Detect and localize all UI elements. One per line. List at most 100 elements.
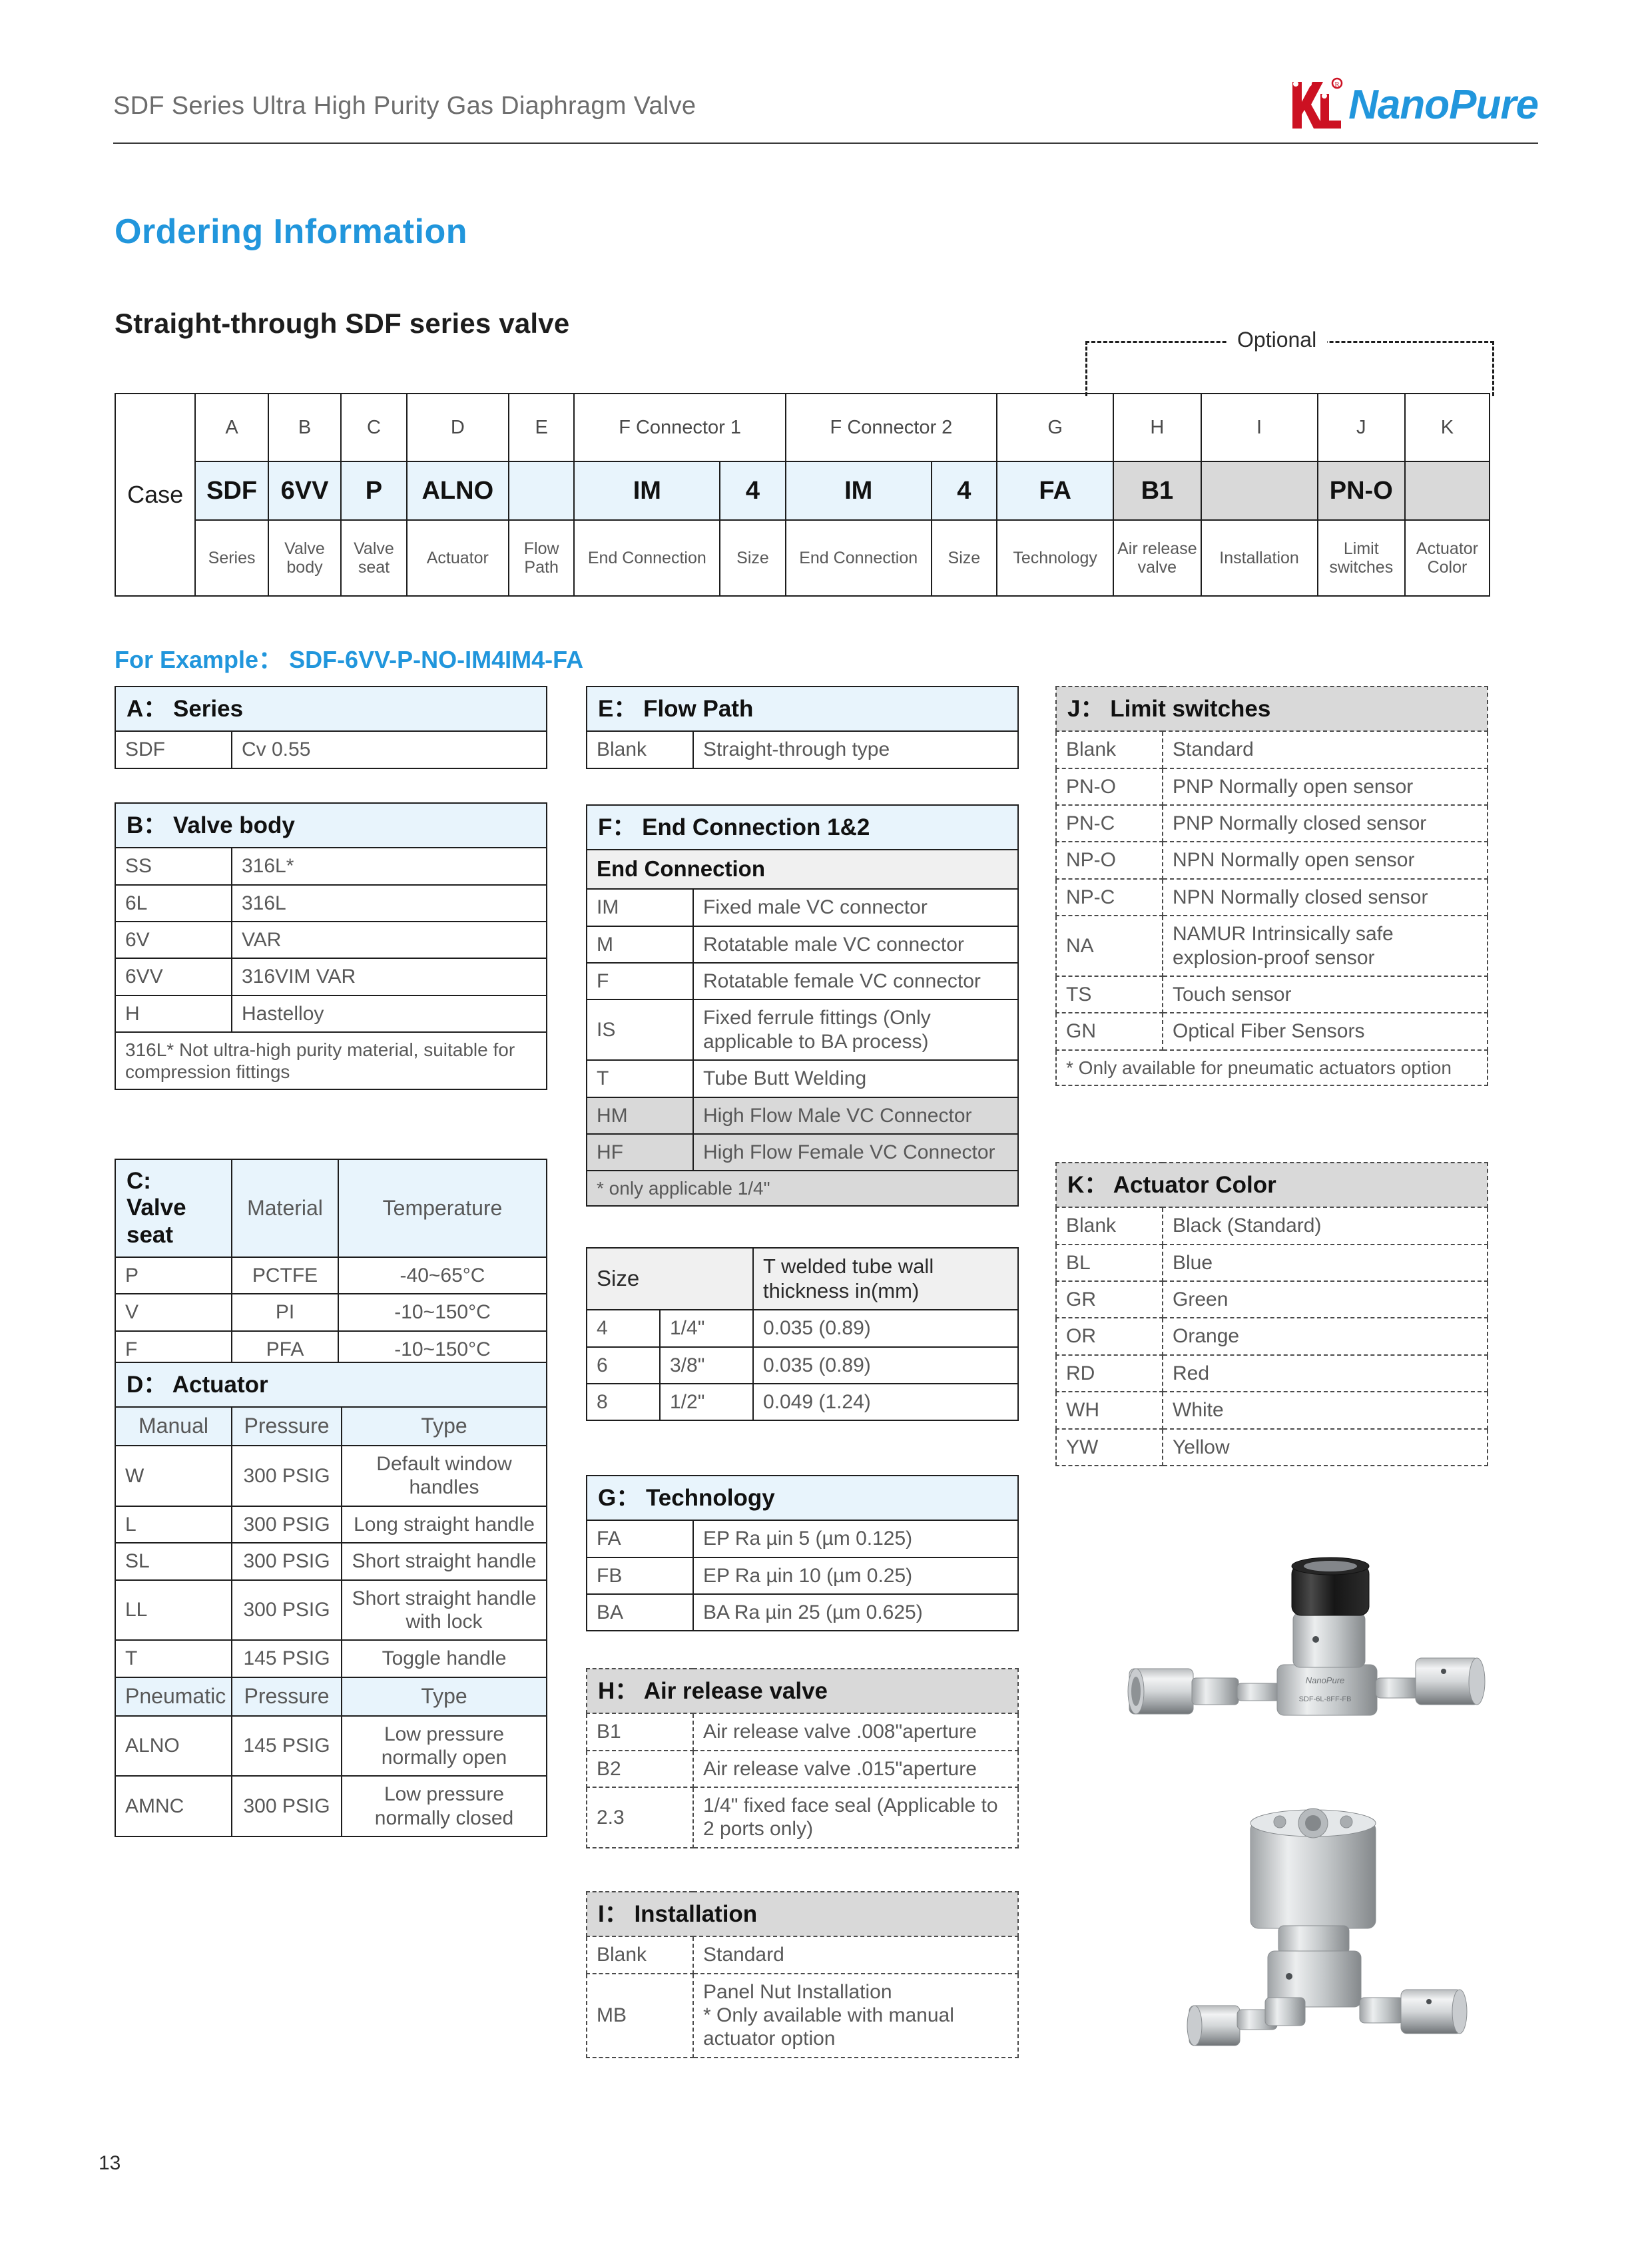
order-desc-cell: End Connection (573, 519, 721, 597)
table-row: SL 300 PSIG Short straight handle (115, 1542, 547, 1581)
code-cell: H (115, 994, 232, 1033)
code-cell: T (115, 1639, 232, 1678)
table-row: B2 Air release valve .015"aperture (586, 1749, 1019, 1789)
table-row: IS Fixed ferrule fittings (Only applicabl… (586, 999, 1019, 1061)
header-title: SDF Series Ultra High Purity Gas Diaphra… (113, 92, 696, 120)
code-cell: BA (586, 1593, 694, 1632)
code-cell: IS (586, 999, 694, 1061)
order-desc-cell: End Connection (784, 519, 932, 597)
table-k-actuator-color: K： Actuator Color Blank Black (Standard) … (1055, 1161, 1488, 1467)
order-code-cell: K (1404, 393, 1491, 462)
table-row: GN Optical Fiber Sensors (1055, 1012, 1488, 1051)
table-f-title: F： End Connection 1&2 (586, 804, 1019, 851)
svg-text:SDF-6L-8FF-FB: SDF-6L-8FF-FB (1299, 1695, 1352, 1703)
table-c-title-line1: C: (127, 1168, 151, 1194)
order-code-cell: F Connector 1 (573, 393, 786, 462)
page-number: 13 (99, 2152, 121, 2174)
order-code-cell: G (996, 393, 1115, 462)
order-desc-cell: Flow Path (507, 519, 575, 597)
order-value-cell: P (340, 461, 408, 521)
order-table-desc-row: Series Valve body Valve seat Actuator Flow P… (115, 519, 1491, 597)
desc-cell: BA Ra µin 25 (µm 0.625) (692, 1593, 1019, 1632)
table-i-installation: I： Installation Blank Standard MB Panel Nu… (586, 1890, 1019, 2058)
temperature-cell: -10~150°C (338, 1293, 547, 1332)
order-desc-cell: Size (719, 519, 786, 597)
table-row: F Rotatable female VC connector (586, 962, 1019, 1001)
desc-cell: Straight-through type (692, 730, 1019, 769)
desc-cell: Panel Nut Installation * Only available … (692, 1972, 1019, 2058)
desc-cell: Orange (1162, 1317, 1488, 1356)
desc-cell: Yellow (1162, 1428, 1488, 1467)
pressure-cell: 145 PSIG (231, 1639, 342, 1678)
table-e-flow-path: E： Flow Path Blank Straight-through type (586, 685, 1019, 769)
table-a-series: A： Series SDF Cv 0.55 (115, 685, 547, 769)
code-cell: NP-O (1055, 841, 1163, 880)
size-inch-cell: 3/8" (659, 1346, 754, 1384)
order-value-cell: SDF (194, 461, 269, 521)
code-cell: LL (115, 1579, 232, 1641)
table-row: PN-C PNP Normally closed sensor (1055, 804, 1488, 843)
desc-cell: PNP Normally open sensor (1162, 767, 1488, 806)
table-d-actuator: D： Actuator Manual Pressure Type W 300 PS… (115, 1361, 547, 1838)
desc-cell: 316L* (231, 847, 547, 886)
order-code-cell: F Connector 2 (784, 393, 998, 462)
size-inch-cell: 1/2" (659, 1382, 754, 1422)
table-row: LL 300 PSIG Short straight handle with loc… (115, 1579, 547, 1641)
code-cell: FB (586, 1556, 694, 1595)
code-cell: ALNO (115, 1715, 232, 1777)
pressure-cell: 300 PSIG (231, 1505, 342, 1544)
table-row: PN-O PNP Normally open sensor (1055, 767, 1488, 806)
order-value-cell: IM (784, 461, 932, 521)
code-cell: T (586, 1059, 694, 1098)
table-row: 6 3/8" 0.035 (0.89) (586, 1346, 1019, 1384)
pressure-cell: 300 PSIG (231, 1579, 342, 1641)
table-c-valve-seat: C: Valve seat Material Temperature P PCTF… (115, 1159, 547, 1368)
table-d-type-header-2: Type (341, 1676, 547, 1717)
table-row: B1 Air release valve .008"aperture (586, 1713, 1019, 1751)
table-g-technology: G： Technology FA EP Ra µin 5 (µm 0.125) F… (586, 1474, 1019, 1632)
order-desc-cell: Actuator (406, 519, 509, 597)
table-row: FA EP Ra µin 5 (µm 0.125) (586, 1520, 1019, 1558)
code-cell: SDF (115, 730, 232, 769)
order-value-cell: B1 (1113, 461, 1202, 521)
example-part-number: For Example： SDF-6VV-P-NO-IM4IM4-FA (115, 646, 584, 673)
table-row: NP-C NPN Normally closed sensor (1055, 878, 1488, 917)
table-row: BA BA Ra µin 25 (µm 0.625) (586, 1593, 1019, 1632)
table-row: MB Panel Nut Installation * Only availabl… (586, 1972, 1019, 2058)
desc-cell: Blue (1162, 1243, 1488, 1282)
desc-cell: Fixed male VC connector (692, 888, 1019, 927)
code-cell: YW (1055, 1428, 1163, 1467)
table-row: V PI -10~150°C (115, 1293, 547, 1332)
code-cell: OR (1055, 1317, 1163, 1356)
order-code-cell: I (1200, 393, 1318, 462)
code-cell: AMNC (115, 1775, 232, 1838)
wall-thickness-cell: 0.035 (0.89) (752, 1346, 1019, 1384)
table-row: OR Orange (1055, 1317, 1488, 1356)
code-cell: PN-C (1055, 804, 1163, 843)
code-cell: PN-O (1055, 767, 1163, 806)
table-row: AMNC 300 PSIG Low pressure normally closed (115, 1775, 547, 1838)
optional-label: Optional (1227, 328, 1328, 352)
order-desc-cell: Valve body (267, 519, 342, 597)
order-desc-cell: Technology (996, 519, 1115, 597)
type-cell: Toggle handle (341, 1639, 547, 1678)
desc-cell: NPN Normally open sensor (1162, 841, 1488, 880)
table-g-title: G： Technology (586, 1474, 1019, 1522)
desc-cell: Rotatable female VC connector (692, 962, 1019, 1001)
table-k-title: K： Actuator Color (1055, 1161, 1488, 1209)
order-code-cell: D (406, 393, 509, 462)
order-code-cell: J (1316, 393, 1406, 462)
table-j-limit-switches: J： Limit switches Blank Standard PN-O PNP … (1055, 685, 1488, 1086)
pressure-cell: 300 PSIG (231, 1775, 342, 1838)
code-cell: 6VV (115, 958, 232, 996)
table-d-manual-header: Manual (115, 1406, 232, 1447)
pressure-cell: 300 PSIG (231, 1542, 342, 1581)
code-cell: SS (115, 847, 232, 886)
code-cell: SL (115, 1542, 232, 1581)
desc-cell: Standard (1162, 730, 1488, 769)
table-b-note: 316L* Not ultra-high purity material, su… (115, 1031, 547, 1091)
desc-cell: NPN Normally closed sensor (1162, 878, 1488, 917)
page-title: Ordering Information (115, 212, 467, 251)
